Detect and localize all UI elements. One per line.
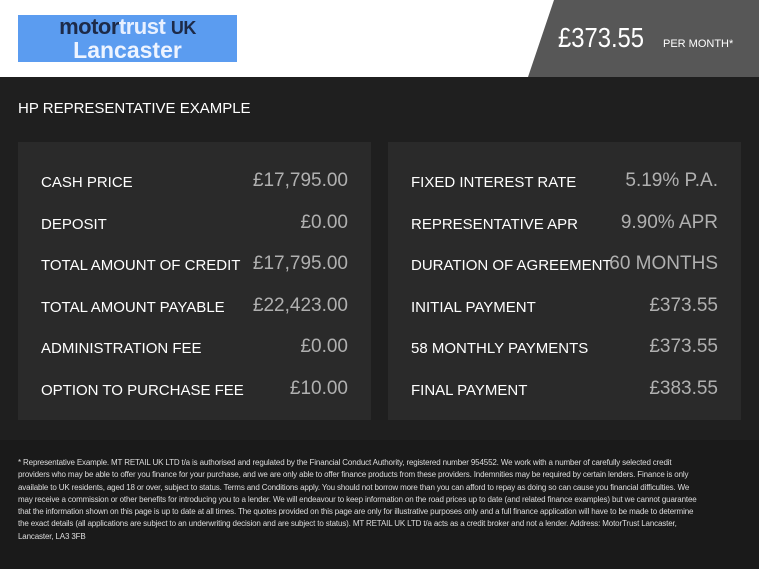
finance-label: CASH PRICE (41, 174, 133, 191)
finance-row: FIXED INTEREST RATE 5.19% P.A. (411, 170, 718, 194)
finance-row: FINAL PAYMENT £383.55 (411, 378, 718, 402)
finance-row: ADMINISTRATION FEE £0.00 (41, 336, 348, 360)
finance-card-left: CASH PRICE £17,795.00 DEPOSIT £0.00 TOTAL AM… (18, 142, 371, 420)
finance-value: 60 MONTHS (609, 253, 718, 274)
finance-label: TOTAL AMOUNT OF CREDIT (41, 257, 241, 274)
finance-row: TOTAL AMOUNT OF CREDIT £17,795.00 (41, 253, 348, 277)
finance-label: 58 MONTHLY PAYMENTS (411, 340, 589, 357)
finance-label: ADMINISTRATION FEE (41, 340, 202, 357)
finance-label: FINAL PAYMENT (411, 381, 528, 399)
header: motortrust UK Lancaster £373.55 PER MONT… (0, 0, 759, 77)
finance-value: £10.00 (289, 377, 348, 399)
finance-value: £373.55 (649, 336, 718, 357)
per-month-label: PER MONTH* (663, 38, 734, 50)
logo-text: trust (118, 14, 166, 39)
finance-value: £373.55 (649, 294, 718, 316)
disclaimer-text: * Representative Example. MT RETAIL UK L… (18, 458, 697, 541)
finance-value: 9.90% APR (620, 211, 718, 233)
finance-label: INITIAL PAYMENT (411, 298, 536, 316)
finance-value: £0.00 (300, 211, 348, 233)
finance-row: DURATION OF AGREEMENT 60 MONTHS (411, 253, 718, 277)
finance-label: OPTION TO PURCHASE FEE (41, 381, 244, 399)
logo-text: UK (170, 18, 197, 38)
finance-row: TOTAL AMOUNT PAYABLE £22,423.00 (41, 295, 348, 319)
finance-value: £0.00 (300, 336, 348, 357)
finance-label: DEPOSIT (41, 215, 107, 233)
finance-row: INITIAL PAYMENT £373.55 (411, 295, 718, 319)
finance-value: £17,795.00 (252, 253, 348, 274)
footer: * Representative Example. MT RETAIL UK L… (0, 440, 759, 569)
finance-row: 58 MONTHLY PAYMENTS £373.55 (411, 336, 718, 360)
finance-value: £22,423.00 (252, 294, 348, 316)
finance-value: £383.55 (649, 377, 718, 399)
finance-card-right: FIXED INTEREST RATE 5.19% P.A. REPRESENTAT… (388, 142, 741, 420)
finance-label: TOTAL AMOUNT PAYABLE (41, 298, 225, 316)
logo-location: Lancaster (73, 37, 182, 63)
finance-value: £17,795.00 (252, 170, 348, 191)
finance-row: CASH PRICE £17,795.00 (41, 170, 348, 194)
dealer-logo[interactable]: motortrust UK Lancaster (18, 15, 237, 62)
finance-row: REPRESENTATIVE APR 9.90% APR (411, 212, 718, 236)
finance-row: DEPOSIT £0.00 (41, 212, 348, 236)
finance-row: OPTION TO PURCHASE FEE £10.00 (41, 378, 348, 402)
finance-label: DURATION OF AGREEMENT (411, 257, 612, 274)
finance-value: 5.19% P.A. (625, 170, 718, 191)
logo-text: motor (59, 14, 119, 39)
finance-label: FIXED INTEREST RATE (411, 174, 577, 191)
price-panel (528, 0, 759, 77)
finance-label: REPRESENTATIVE APR (411, 215, 578, 233)
page-title: HP REPRESENTATIVE EXAMPLE (18, 100, 251, 117)
monthly-price: £373.55 (558, 22, 645, 53)
